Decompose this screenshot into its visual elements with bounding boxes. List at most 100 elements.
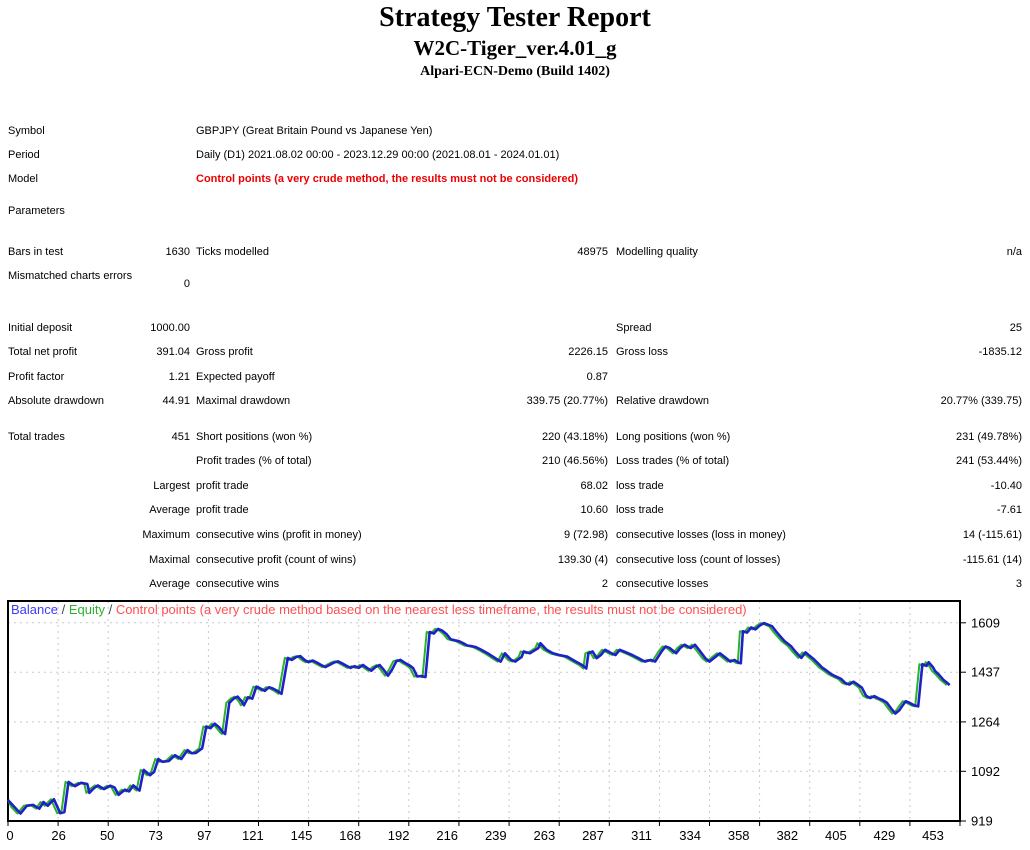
stat-value: 231 (49.78%) [955,431,1022,443]
stat-value: 2 [601,578,608,590]
stat-value: Average [149,504,190,516]
stat-value: 241 (53.44%) [955,455,1022,467]
x-axis-label: 50 [100,828,114,843]
stat-label: consecutive losses [616,578,709,590]
stat-label: loss trade [616,504,664,516]
balance-line [7,621,951,815]
legend-separator: / [57,602,69,617]
stat-value: 0.87 [586,371,608,383]
stat-label: consecutive loss (count of losses) [616,554,781,566]
stat-value: 9 (72.98) [563,529,608,541]
x-axis-label: 287 [582,828,604,843]
chart-border [7,600,961,822]
chart-legend: Balance / Equity / Control points (a ver… [11,602,747,617]
x-axis-label: 405 [825,828,847,843]
stat-label: consecutive wins [196,578,280,590]
y-axis-label: 1092 [971,764,1000,779]
stat-label: Period [8,149,40,161]
stat-value: 391.04 [156,346,190,358]
x-axis-label: 192 [388,828,410,843]
legend-balance: Balance [11,602,58,617]
stat-value: Average [149,578,190,590]
stat-value: 451 [171,431,190,443]
x-axis-label: 334 [679,828,701,843]
stat-label: Spread [616,322,652,334]
x-axis-label: 0 [6,828,13,843]
x-axis-label: 168 [339,828,361,843]
stat-label: consecutive losses (loss in money) [616,529,786,541]
x-axis-label: 121 [242,828,264,843]
stat-label: profit trade [196,480,249,492]
stat-label: Total trades [8,431,65,443]
x-axis-label: 73 [148,828,162,843]
stat-value: 3 [1015,578,1022,590]
x-axis-label: 26 [51,828,65,843]
x-axis-label: 145 [291,828,313,843]
stat-value: Control points (a very crude method, the… [196,173,578,185]
stat-value: 44.91 [162,395,190,407]
stat-value: 10.60 [580,504,608,516]
stat-value: 139.30 (4) [557,554,608,566]
stat-value: Maximum [142,529,190,541]
stat-value: 1.21 [168,371,190,383]
stat-label: Modelling quality [616,246,698,258]
x-axis-label: 429 [874,828,896,843]
stat-value: Daily (D1) 2021.08.02 00:00 - 2023.12.29… [196,149,560,161]
stat-label: Profit trades (% of total) [196,455,312,467]
x-axis-label: 239 [485,828,507,843]
stat-value: Maximal [149,554,190,566]
stat-value: 14 (-115.61) [962,529,1022,541]
y-axis-label: 1264 [971,714,1000,729]
stat-value: 20.77% (339.75) [940,395,1022,407]
stat-label: Maximal drawdown [196,395,291,407]
stat-value: 1630 [165,246,190,258]
stat-label: Initial deposit [8,322,73,334]
chart-canvas: 0 26 50 73 97 121 145 168 192 216 239 263 287 311 334 3… [6,600,1000,843]
stat-label: loss trade [616,480,664,492]
x-axis-label: 263 [534,828,556,843]
stat-label: Bars in test [8,246,64,258]
stat-label: Mismatched charts errors [8,270,133,282]
x-axis-label: 216 [436,828,458,843]
stat-value: 210 (46.56%) [541,455,608,467]
stat-label: profit trade [196,504,249,516]
stat-label: consecutive wins (profit in money) [196,529,362,541]
stat-label: Ticks modelled [196,246,269,258]
y-axis-label: 1609 [971,615,1000,630]
stat-value: 2226.15 [568,346,608,358]
stat-label: Model [8,173,38,185]
legend-separator: / [104,602,116,617]
balance-chart: 0 26 50 73 97 121 145 168 192 216 239 263 287 311 334 3… [0,595,1030,850]
stat-label: Profit factor [8,371,65,383]
stat-value: 220 (43.18%) [541,431,608,443]
stat-label: Loss trades (% of total) [616,455,730,467]
y-axis-label: 1437 [971,665,1000,680]
stat-value: -1835.12 [978,346,1022,358]
stat-label: Absolute drawdown [8,395,105,407]
stat-value: 0 [183,278,190,290]
stat-label: Parameters [8,205,65,217]
stat-label: Gross profit [196,346,253,358]
stat-value: 1000.00 [150,322,190,334]
stat-label: Expected payoff [196,371,275,383]
stat-label: Symbol [8,125,45,137]
stat-value: 68.02 [580,480,608,492]
stat-label: Relative drawdown [616,395,709,407]
stat-label: consecutive profit (count of wins) [196,554,357,566]
stat-value: n/a [1006,246,1022,258]
stat-value: Largest [153,480,190,492]
x-axis-label: 382 [776,828,798,843]
stat-value: 48975 [577,246,608,258]
x-axis-label: 358 [728,828,750,843]
stat-label: Short positions (won %) [196,431,313,443]
legend-model-warning: Control points (a very crude method base… [115,602,747,617]
y-axis-label: 919 [971,814,993,829]
stat-value: -7.61 [996,504,1022,516]
x-axis-label: 453 [922,828,944,843]
stat-value: 25 [1009,322,1022,334]
stat-value: -115.61 (14) [962,554,1022,566]
expert-name: W2C-Tiger_ver.4.01_g [413,36,617,60]
stat-value: GBPJPY (Great Britain Pound vs Japanese … [196,125,433,137]
legend-equity: Equity [68,602,105,617]
